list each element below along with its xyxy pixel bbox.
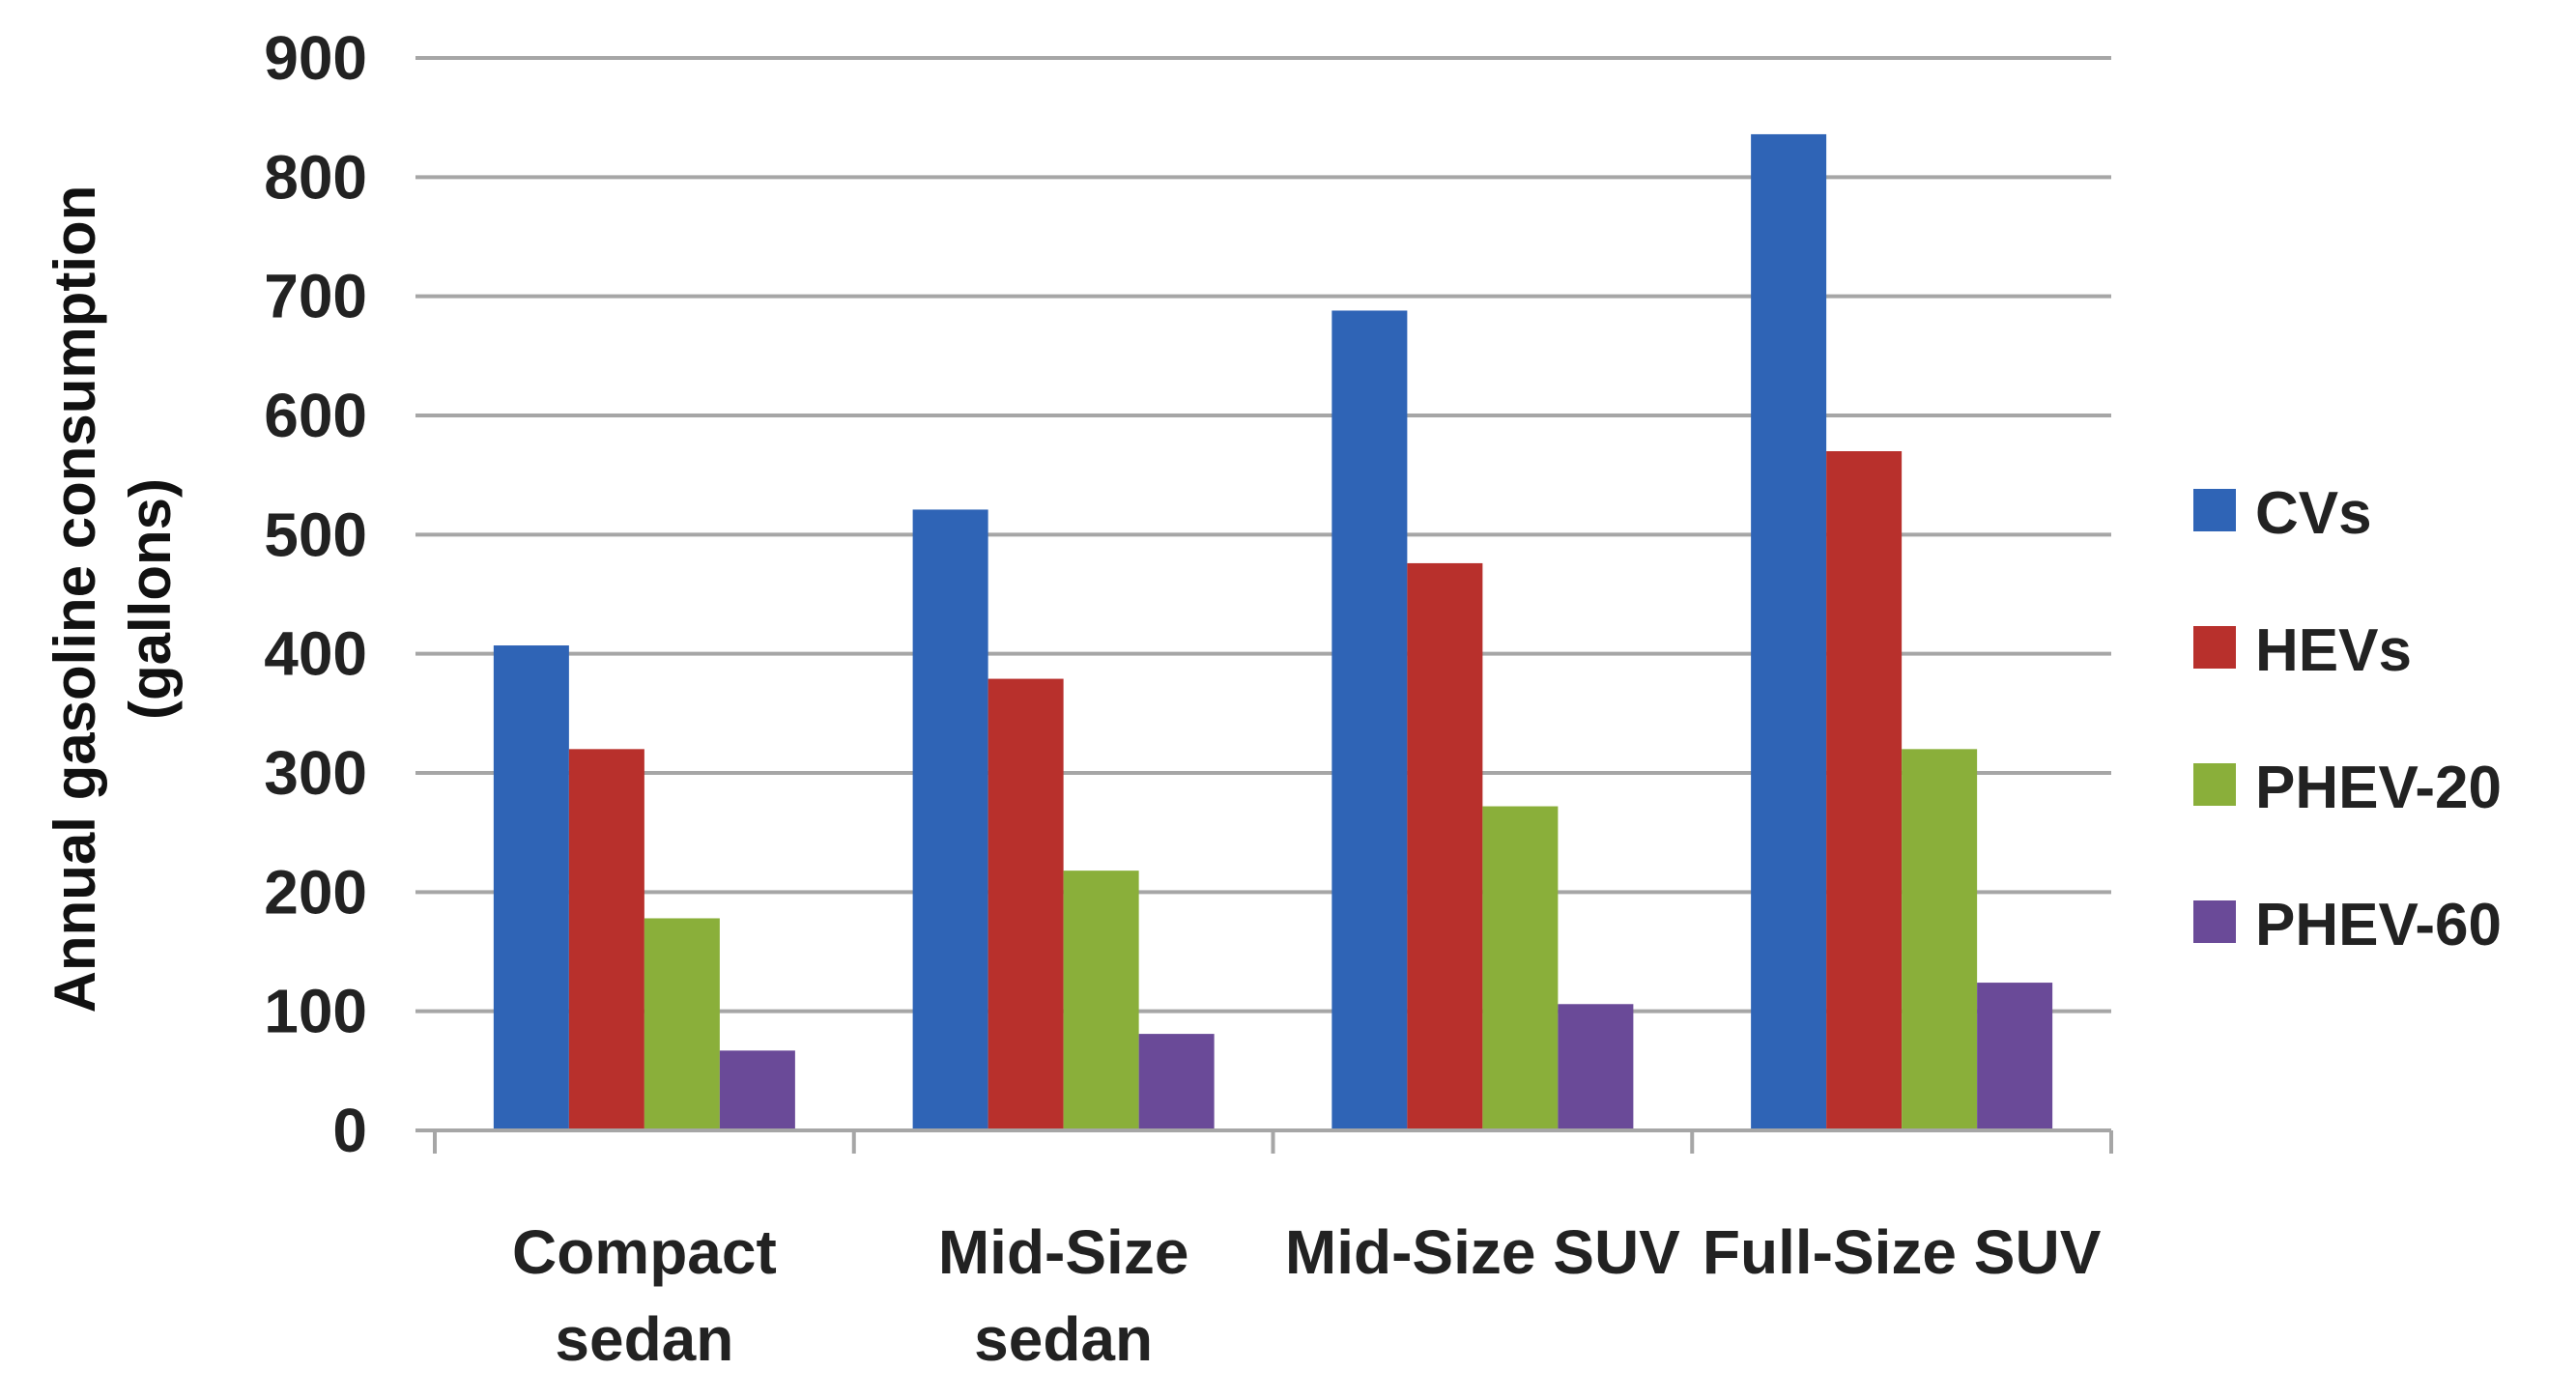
bar-cvs-1 (912, 509, 988, 1130)
y-axis-title-text: Annual gasoline consumption (gallons) (43, 186, 183, 1014)
y-tick-labels: 0 100 200 300 400 500 600 700 800 900 (264, 23, 367, 1165)
bar-phev-20-0 (644, 918, 720, 1130)
legend-swatch-phev-60 (2193, 900, 2236, 943)
y-tick-label: 500 (264, 500, 367, 569)
bar-cvs-0 (493, 645, 569, 1130)
y-tick-label: 200 (264, 857, 367, 927)
y-tick-label: 800 (264, 142, 367, 212)
legend-label: CVs (2255, 480, 2372, 547)
axes (415, 1128, 2113, 1154)
y-axis-title: Annual gasoline consumption (gallons) (43, 186, 183, 1014)
bar-hevs-2 (1407, 562, 1483, 1130)
bars (493, 133, 2053, 1130)
bar-phev-20-2 (1482, 806, 1559, 1130)
bar-phev-20-3 (1902, 749, 1978, 1130)
bar-phev-60-2 (1558, 1004, 1634, 1130)
y-tick-label: 900 (264, 23, 367, 93)
bar-hevs-3 (1826, 451, 1903, 1130)
bar-phev-20-1 (1063, 871, 1139, 1130)
gridlines (415, 56, 2111, 1014)
y-tick-label: 0 (332, 1096, 367, 1165)
y-tick-label: 600 (264, 381, 367, 450)
legend-label: PHEV-20 (2255, 755, 2502, 821)
legend-swatch-cvs (2193, 489, 2236, 531)
y-tick-label: 400 (264, 619, 367, 689)
bar-cvs-2 (1331, 310, 1408, 1130)
x-category-label: Mid-Size SUV (1285, 1217, 1680, 1287)
y-tick-label: 700 (264, 262, 367, 331)
bar-cvs-3 (1751, 133, 1827, 1130)
y-tick-label: 100 (264, 977, 367, 1046)
bar-phev-60-3 (1977, 983, 2053, 1130)
y-tick-label: 300 (264, 738, 367, 808)
x-category-label: Compact sedan (512, 1217, 777, 1374)
x-category-label: Mid-Size sedan (938, 1217, 1189, 1374)
legend-swatch-hevs (2193, 626, 2236, 669)
bar-phev-60-1 (1138, 1034, 1215, 1130)
x-category-label: Full-Size SUV (1703, 1217, 2102, 1287)
legend: CVs HEVs PHEV-20 PHEV-60 (2193, 480, 2502, 958)
x-category-labels: Compact sedan Mid-Size sedan Mid-Size SUV Ful… (512, 1217, 2102, 1374)
legend-swatch-phev-20 (2193, 763, 2236, 806)
bar-phev-60-0 (719, 1050, 795, 1130)
bar-hevs-1 (987, 678, 1064, 1130)
legend-label: PHEV-60 (2255, 892, 2502, 958)
bar-hevs-0 (568, 749, 644, 1130)
legend-label: HEVs (2255, 617, 2412, 684)
